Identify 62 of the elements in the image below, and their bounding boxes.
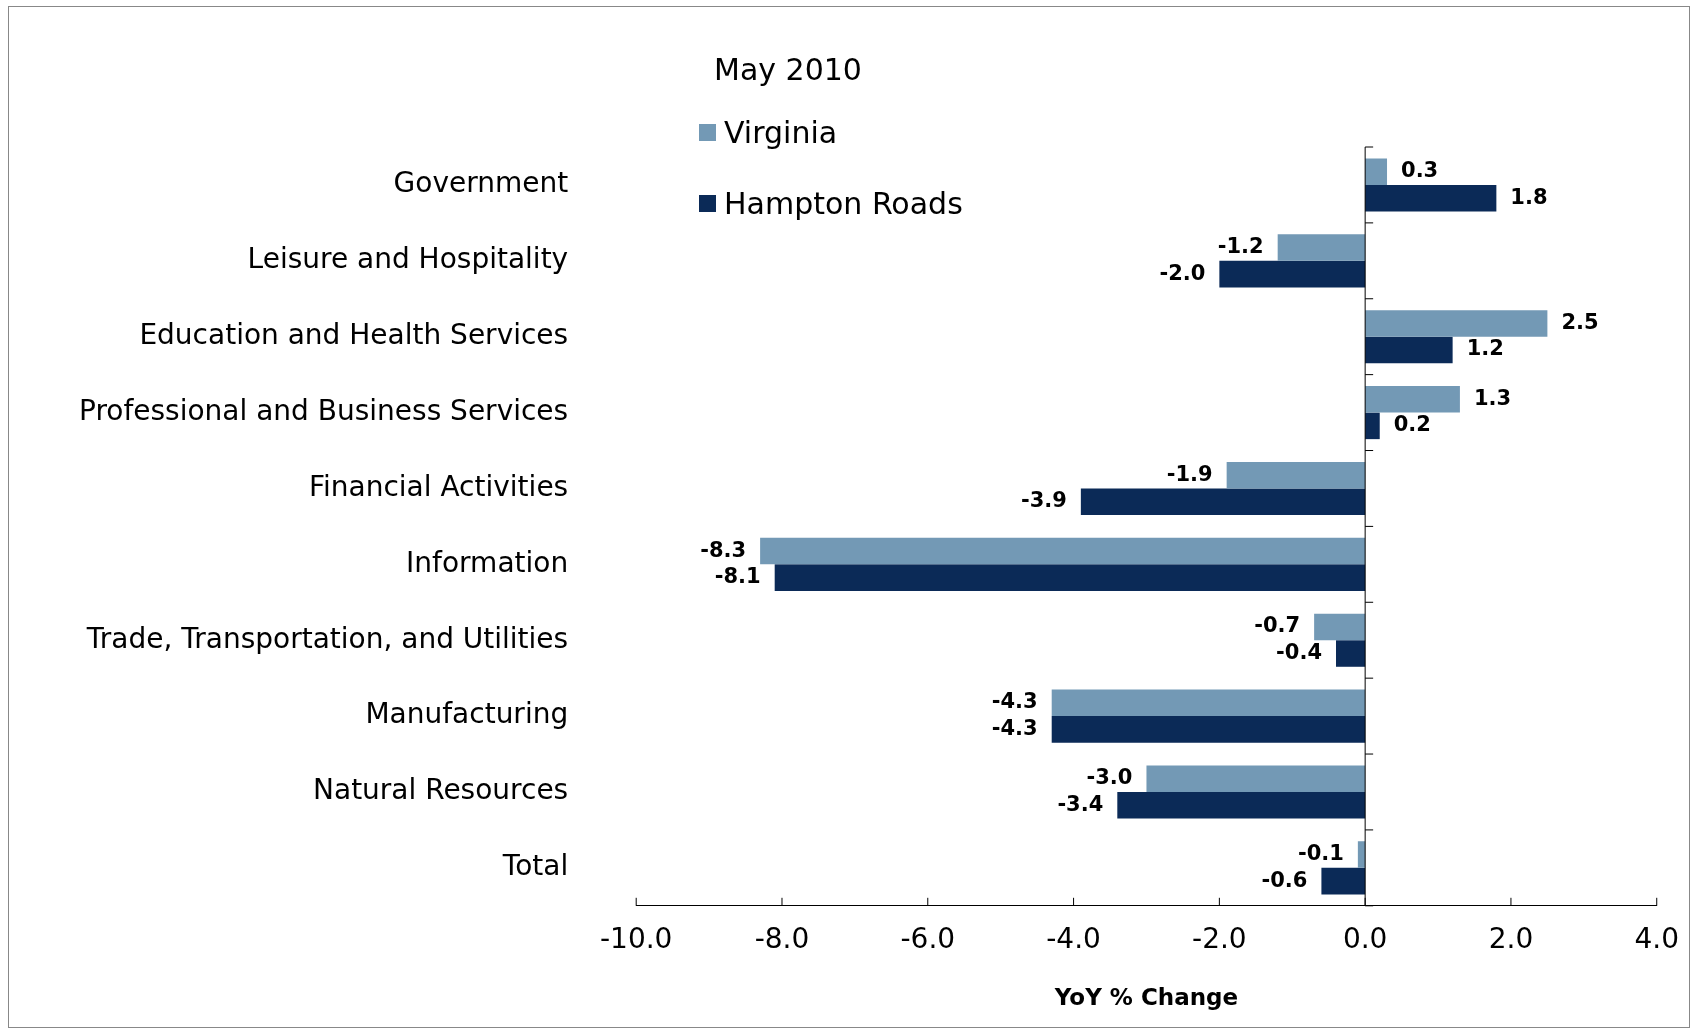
bar bbox=[1051, 689, 1366, 717]
x-tick-label: 4.0 bbox=[1634, 921, 1679, 955]
data-label: -1.2 bbox=[1217, 233, 1264, 258]
x-tick-label: -8.0 bbox=[754, 921, 810, 955]
data-label: 0.2 bbox=[1393, 412, 1431, 437]
data-label: -4.3 bbox=[991, 715, 1038, 740]
bar bbox=[760, 537, 1366, 565]
x-axis-title: YoY % Change bbox=[1053, 984, 1239, 1011]
bar bbox=[1277, 234, 1366, 261]
bar bbox=[1335, 640, 1366, 667]
data-label: -0.6 bbox=[1261, 867, 1308, 892]
data-label: 2.5 bbox=[1561, 309, 1599, 334]
y-tick-label: Leisure and Hospitality bbox=[247, 242, 569, 276]
legend-label: Hampton Roads bbox=[724, 186, 963, 221]
data-label: -1.9 bbox=[1166, 461, 1213, 486]
bar bbox=[1365, 386, 1460, 413]
bar bbox=[1365, 310, 1548, 337]
y-tick-label: Trade, Transportation, and Utilities bbox=[85, 621, 569, 655]
bar bbox=[1146, 765, 1366, 792]
x-tick-label: -4.0 bbox=[1046, 921, 1101, 955]
bar bbox=[1357, 841, 1366, 868]
x-tick-label: 2.0 bbox=[1488, 921, 1534, 955]
bar bbox=[1365, 158, 1388, 185]
y-tick-label: Education and Health Services bbox=[139, 317, 569, 351]
bar bbox=[1365, 336, 1453, 364]
y-tick-label: Financial Activities bbox=[308, 469, 569, 503]
bar bbox=[1226, 461, 1366, 489]
y-tick-label: Natural Resources bbox=[313, 773, 569, 807]
data-label: -4.3 bbox=[991, 689, 1038, 714]
data-label: 1.3 bbox=[1473, 385, 1512, 410]
data-label: -8.1 bbox=[714, 564, 761, 589]
bar bbox=[1365, 184, 1497, 212]
y-tick-label: Manufacturing bbox=[365, 697, 569, 731]
bar bbox=[774, 564, 1366, 591]
x-tick-label: -2.0 bbox=[1192, 921, 1247, 955]
bar bbox=[1314, 613, 1366, 641]
legend-label: Virginia bbox=[724, 115, 838, 150]
y-tick-label: Information bbox=[406, 545, 569, 579]
chart-title: May 2010 bbox=[714, 52, 862, 87]
data-label: -3.4 bbox=[1057, 791, 1104, 816]
bar bbox=[1080, 488, 1366, 516]
data-label: 0.3 bbox=[1401, 158, 1439, 183]
bar bbox=[1219, 260, 1366, 288]
data-label: 1.8 bbox=[1510, 184, 1548, 209]
x-tick-label: -6.0 bbox=[900, 921, 956, 955]
y-tick-label: Total bbox=[501, 849, 569, 883]
data-label: -3.0 bbox=[1086, 765, 1133, 790]
bar bbox=[1321, 867, 1366, 895]
bar bbox=[1051, 716, 1366, 743]
y-tick-label: Government bbox=[393, 166, 569, 200]
data-label: -0.7 bbox=[1254, 613, 1301, 638]
data-label: -3.9 bbox=[1020, 488, 1067, 513]
data-label: -0.1 bbox=[1297, 841, 1344, 866]
bar bbox=[1365, 412, 1380, 440]
x-tick-label: -10.0 bbox=[599, 921, 673, 955]
data-label: 1.2 bbox=[1466, 336, 1504, 361]
y-tick-label: Professional and Business Services bbox=[78, 393, 569, 427]
data-label: -0.4 bbox=[1276, 639, 1322, 664]
data-label: -8.3 bbox=[700, 537, 747, 562]
x-tick-label: 0.0 bbox=[1342, 921, 1388, 955]
bar bbox=[1117, 791, 1366, 819]
data-label: -2.0 bbox=[1159, 260, 1206, 285]
